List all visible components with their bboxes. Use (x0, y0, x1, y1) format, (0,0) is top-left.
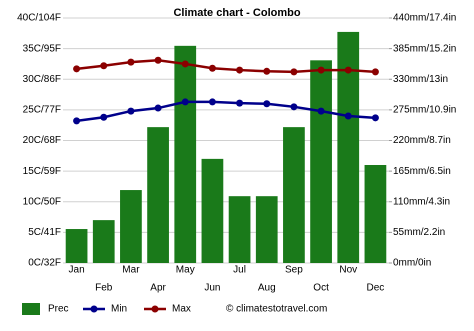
bar (120, 190, 142, 263)
legend-label: Prec (48, 304, 69, 315)
y2-tick-label: 440mm/17.4in (393, 13, 456, 24)
legend-swatch (22, 303, 40, 315)
point (127, 58, 135, 66)
y2-tick-label: 110mm/4.3in (393, 196, 450, 207)
legend-label: Max (172, 304, 191, 315)
x-tick-label: May (176, 265, 195, 276)
y2-tick-label: 0mm/0in (393, 258, 431, 269)
point (236, 99, 244, 107)
point (100, 62, 108, 70)
y-tick-label: 35C/95F (23, 43, 61, 54)
bar (174, 45, 197, 263)
point (290, 103, 298, 111)
y2-tick-label: 220mm/8.7in (393, 135, 451, 146)
y-tick-label: 30C/86F (23, 74, 61, 85)
point (154, 104, 162, 112)
point (317, 66, 325, 74)
y2-tick-label: 330mm/13in (393, 74, 448, 85)
point (208, 64, 216, 72)
line (76, 59, 376, 74)
point (73, 65, 81, 73)
bar (255, 196, 278, 263)
bar (337, 31, 360, 263)
point (371, 68, 379, 76)
y-tick-label: 40C/104F (17, 13, 61, 24)
x-tick-label: Apr (150, 283, 166, 294)
y-tick-label: 10C/50F (23, 196, 61, 207)
x-tick-label: Nov (339, 265, 357, 276)
y-tick-label: 25C/77F (23, 105, 61, 116)
point (181, 60, 189, 68)
y2-tick-label: 385mm/15.2in (393, 43, 456, 54)
y-tick-label: 20C/68F (23, 135, 61, 146)
point (100, 113, 108, 121)
y2-tick-label: 275mm/10.9in (393, 105, 456, 116)
point (344, 112, 352, 120)
x-tick-label: Mar (122, 265, 140, 276)
bar (228, 196, 251, 263)
point (317, 107, 325, 115)
point (236, 66, 244, 74)
line (76, 100, 376, 123)
point (154, 56, 162, 64)
bar (283, 127, 305, 264)
bar (147, 127, 169, 264)
y2-tick-label: 165mm/6.5in (393, 166, 451, 177)
point (181, 98, 189, 106)
y2-tick-label: 55mm/2.2in (393, 227, 445, 238)
x-tick-label: Jan (69, 265, 85, 276)
source: © climatestotravel.com (226, 304, 327, 315)
y-tick-label: 0C/32F (28, 258, 61, 269)
x-tick-label: Feb (95, 283, 113, 294)
chart-title: Climate chart - Colombo (173, 7, 300, 19)
bar (92, 220, 115, 263)
x-tick-label: Sep (285, 265, 303, 276)
x-tick-label: Jul (233, 265, 246, 276)
x-tick-label: Dec (367, 283, 385, 294)
point (263, 100, 271, 108)
legend-marker (151, 305, 159, 313)
point (344, 66, 352, 74)
legend-marker (90, 305, 98, 313)
point (208, 98, 216, 106)
bar (310, 60, 332, 264)
bar (201, 158, 224, 263)
y-tick-label: 5C/41F (28, 227, 61, 238)
point (127, 107, 135, 115)
legend-label: Min (111, 304, 127, 315)
point (73, 117, 81, 125)
bar (65, 229, 88, 263)
x-tick-label: Aug (258, 283, 276, 294)
point (290, 68, 298, 76)
x-tick-label: Oct (313, 283, 329, 294)
y-tick-label: 15C/59F (23, 166, 61, 177)
x-tick-label: Jun (204, 283, 220, 294)
point (263, 67, 271, 75)
bar (364, 165, 387, 263)
point (371, 114, 379, 122)
